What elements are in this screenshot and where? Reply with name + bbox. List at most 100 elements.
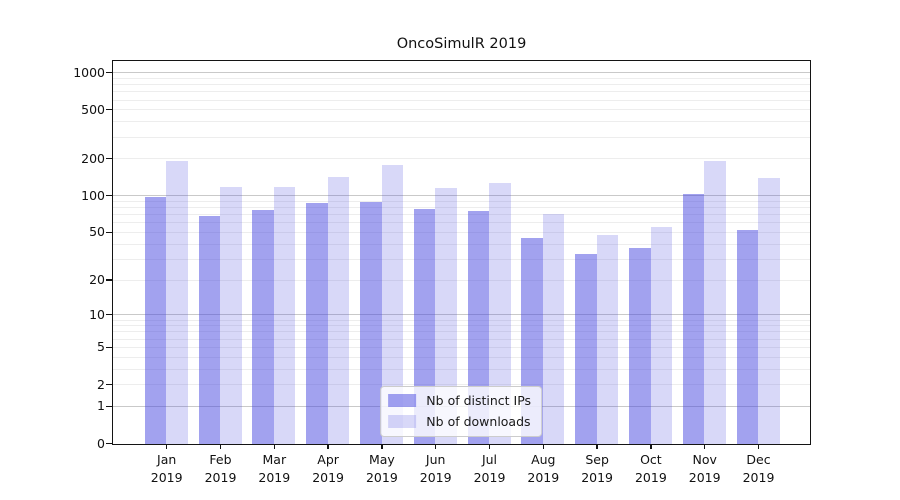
y-tick-mark: [105, 314, 112, 316]
minor-gridline: [112, 258, 810, 260]
x-tick-mark: [219, 444, 222, 450]
minor-gridline: [112, 99, 810, 101]
x-tick-label: Jan 2019: [150, 452, 183, 485]
bar-dec-distinct-ips: [736, 229, 759, 444]
y-tick-mark: [105, 279, 112, 281]
bar-apr-downloads: [327, 177, 350, 444]
y-tick-label: 0: [97, 435, 105, 451]
minor-gridline: [112, 232, 810, 234]
y-tick-label: 200: [81, 150, 105, 166]
x-tick-label: Nov 2019: [688, 452, 721, 485]
x-tick-label: Aug 2019: [527, 452, 560, 485]
y-tick-mark: [105, 158, 112, 160]
bar-oct-distinct-ips: [629, 247, 651, 444]
legend: Nb of distinct IPs Nb of downloads: [380, 385, 543, 437]
y-tick-mark: [105, 405, 112, 407]
x-tick-mark: [381, 444, 383, 450]
minor-gridline: [112, 346, 810, 348]
x-tick-label: Dec 2019: [742, 452, 775, 485]
bar-may-downloads: [381, 164, 404, 444]
x-tick-label: Mar 2019: [258, 452, 291, 485]
legend-label-downloads: Nb of downloads: [426, 413, 531, 429]
y-tick-label: 50: [89, 224, 105, 240]
y-tick-label: 500: [81, 101, 105, 117]
legend-item-distinct-ips: Nb of distinct IPs: [388, 393, 531, 408]
legend-label-distinct-ips: Nb of distinct IPs: [426, 392, 532, 408]
bar-nov-downloads: [704, 160, 726, 444]
minor-gridline: [112, 243, 810, 245]
y-tick-mark: [105, 231, 112, 233]
y-tick-label: 1000: [73, 64, 105, 80]
y-tick-label: 1: [97, 398, 105, 414]
bar-jun-distinct-ips: [413, 208, 436, 444]
y-tick-mark: [105, 195, 112, 197]
legend-item-downloads: Nb of downloads: [388, 414, 531, 429]
x-tick-mark: [488, 444, 491, 450]
minor-gridline: [112, 91, 810, 93]
bar-aug-downloads: [542, 214, 565, 444]
x-tick-mark: [650, 444, 652, 450]
x-tick-mark: [542, 444, 544, 450]
minor-gridline: [112, 200, 810, 202]
legend-swatch-downloads: [388, 414, 417, 428]
bar-jan-distinct-ips: [144, 197, 167, 444]
y-tick-label: 5: [97, 339, 105, 355]
bar-mar-downloads: [273, 186, 296, 444]
x-tick-mark: [273, 444, 275, 450]
bar-apr-distinct-ips: [306, 203, 328, 444]
minor-gridline: [112, 121, 810, 123]
minor-gridline: [112, 368, 810, 370]
minor-gridline: [112, 325, 810, 327]
minor-gridline: [112, 77, 810, 79]
minor-gridline: [112, 222, 810, 224]
x-tick-label: Apr 2019: [312, 452, 344, 485]
major-gridline: [112, 195, 810, 197]
bar-dec-downloads: [758, 178, 780, 444]
x-tick-label: Sep 2019: [581, 452, 613, 485]
bar-feb-downloads: [220, 186, 242, 444]
minor-gridline: [112, 384, 810, 386]
bar-mar-distinct-ips: [252, 209, 274, 444]
minor-gridline: [112, 319, 810, 321]
major-gridline: [112, 314, 810, 316]
y-tick-mark: [105, 442, 112, 445]
x-tick-label: May 2019: [365, 452, 398, 485]
plot-area: Nb of distinct IPs Nb of downloads: [111, 59, 811, 445]
minor-gridline: [112, 207, 810, 209]
minor-gridline: [112, 356, 810, 358]
y-tick-mark: [105, 71, 112, 74]
x-tick-mark: [166, 444, 168, 450]
minor-gridline: [112, 158, 810, 160]
minor-gridline: [112, 136, 810, 138]
chart-title: OncoSimulR 2019: [396, 36, 527, 52]
bar-jul-downloads: [489, 183, 511, 444]
x-tick-label: Jun 2019: [419, 452, 452, 485]
y-tick-label: 10: [89, 306, 105, 322]
minor-gridline: [112, 279, 810, 281]
x-tick-mark: [704, 444, 706, 450]
bar-sep-distinct-ips: [575, 253, 597, 444]
minor-gridline: [112, 84, 810, 86]
x-tick-mark: [757, 444, 760, 450]
legend-swatch-distinct-ips: [388, 393, 417, 407]
x-tick-mark: [435, 444, 437, 450]
minor-gridline: [112, 214, 810, 216]
x-tick-label: Jul 2019: [473, 452, 506, 485]
minor-gridline: [112, 109, 810, 111]
major-gridline: [112, 72, 810, 74]
bar-jan-downloads: [166, 161, 188, 444]
y-tick-label: 100: [81, 187, 105, 203]
minor-gridline: [112, 331, 810, 333]
bar-may-distinct-ips: [360, 202, 382, 444]
y-tick-mark: [105, 109, 112, 111]
bar-nov-distinct-ips: [682, 193, 705, 444]
bar-jul-distinct-ips: [467, 210, 490, 444]
y-tick-mark: [105, 383, 112, 386]
bar-feb-distinct-ips: [198, 215, 221, 444]
x-tick-mark: [327, 444, 329, 450]
x-tick-label: Feb 2019: [204, 452, 237, 485]
y-tick-label: 2: [97, 376, 105, 392]
y-tick-label: 20: [89, 272, 105, 287]
bar-oct-downloads: [650, 226, 673, 444]
